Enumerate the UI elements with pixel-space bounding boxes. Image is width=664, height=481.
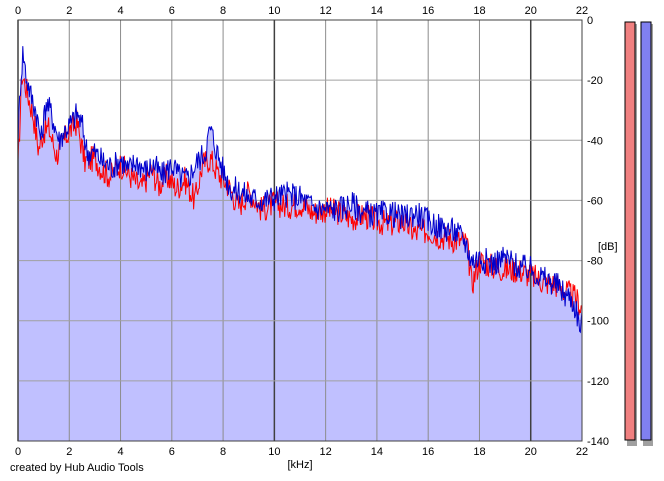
series-layer	[17, 46, 583, 334]
plot-frame	[17, 19, 583, 442]
x-tick-label: 10	[268, 5, 280, 17]
y-tick-label: -60	[587, 195, 603, 207]
y-tick-label: -100	[587, 316, 609, 328]
y-tick-label: -80	[587, 256, 603, 268]
y-tick-label: -20	[587, 75, 603, 87]
x-tick-label: 14	[371, 5, 383, 17]
level-meter-left	[624, 21, 636, 441]
level-meters	[624, 21, 653, 446]
y-tick-label: -120	[587, 376, 609, 388]
y-tick-labels: 0 -20 -40 -60 -80 -100 -120 -140	[587, 15, 609, 448]
x-tick-label: 22	[576, 446, 588, 458]
x-tick-label: 8	[220, 5, 226, 17]
x-tick-label: 16	[422, 446, 434, 458]
credit-text: created by Hub Audio Tools	[10, 462, 144, 474]
x-tick-label: 10	[268, 446, 280, 458]
x-tick-label: 2	[66, 446, 72, 458]
x-tick-label: 20	[525, 5, 537, 17]
series-line-1	[17, 77, 583, 316]
x-tick-label: 4	[117, 446, 123, 458]
x-tick-label: 8	[220, 446, 226, 458]
x-tick-label: 14	[371, 446, 383, 458]
x-tick-label: 0	[15, 5, 21, 17]
x-tick-label: 18	[473, 5, 485, 17]
x-tick-label: 4	[117, 5, 123, 17]
x-tick-label: 18	[473, 446, 485, 458]
x-tick-label: 20	[525, 446, 537, 458]
x-tick-label: 6	[169, 446, 175, 458]
x-tick-label: 12	[320, 446, 332, 458]
x-axis-label: [kHz]	[287, 459, 312, 471]
level-meter-right	[640, 21, 652, 441]
y-tick-label: 0	[587, 15, 593, 27]
x-tick-label: 16	[422, 5, 434, 17]
y-tick-label: -140	[587, 436, 609, 448]
y-tick-label: -40	[587, 135, 603, 147]
x-tick-label: 6	[169, 5, 175, 17]
x-tick-label: 0	[15, 446, 21, 458]
x-tick-label: 12	[320, 5, 332, 17]
x-tick-label: 2	[66, 5, 72, 17]
series-line-2	[17, 46, 583, 334]
spectrum-fill-layer	[18, 46, 582, 441]
y-axis-label: [dB]	[598, 241, 618, 253]
x-tick-label: 22	[576, 5, 588, 17]
spectrum-fill	[18, 46, 582, 441]
